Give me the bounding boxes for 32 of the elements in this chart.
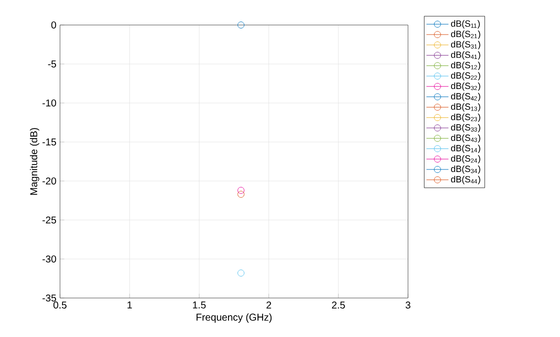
y-tick-label: -35 <box>42 294 56 302</box>
legend-label: dB(S$_{24}$) <box>451 155 480 164</box>
legend-label: dB(S$_{13}$) <box>451 103 480 112</box>
y-tick-label: 0 <box>51 21 56 29</box>
y-tick-label: -15 <box>42 138 56 146</box>
x-tick-label: 1.5 <box>193 302 206 308</box>
legend-label: dB(S$_{21}$) <box>451 30 480 39</box>
x-tick-label: 0.5 <box>53 302 67 309</box>
x-tick-label: 3 <box>406 302 410 309</box>
legend-label: dB(S$_{44}$) <box>451 176 480 184</box>
legend-label: dB(S$_{11}$) <box>451 20 480 29</box>
legend-label: dB(S$_{41}$) <box>451 51 480 60</box>
y-tick-label: -20 <box>42 177 56 185</box>
legend-label: dB(S$_{31}$) <box>451 40 480 50</box>
y-tick-label: -5 <box>48 60 56 68</box>
legend-label: dB(S$_{12}$) <box>451 62 480 70</box>
legend-label: dB(S$_{43}$) <box>451 134 480 143</box>
legend-label: dB(S$_{22}$) <box>451 72 480 80</box>
y-tick-label: -10 <box>42 99 56 107</box>
legend-label: dB(S$_{32}$) <box>451 82 480 91</box>
y-axis-title: Magnitude (dB) <box>30 128 40 195</box>
legend-label: dB(S$_{42}$) <box>451 92 480 102</box>
x-tick-label: 2.5 <box>332 302 345 309</box>
legend-label: dB(S$_{23}$) <box>451 114 480 122</box>
y-tick-label: -25 <box>42 216 56 224</box>
x-axis-title: Frequency (GHz) <box>196 313 272 323</box>
y-tick-label: -30 <box>42 255 56 263</box>
legend-label: dB(S$_{34}$) <box>451 165 480 174</box>
x-tick-label: 2 <box>266 302 272 308</box>
legend-label: dB(S$_{33}$) <box>451 124 480 132</box>
legend-label: dB(S$_{14}$) <box>451 144 480 154</box>
x-tick-label: 1 <box>128 302 132 308</box>
